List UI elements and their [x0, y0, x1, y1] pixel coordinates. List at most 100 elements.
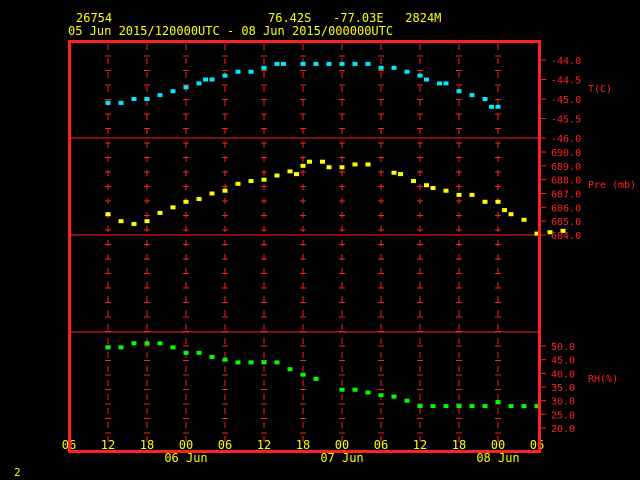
rh-point — [157, 341, 163, 346]
pressure-point — [521, 217, 527, 222]
temperature-point — [495, 104, 501, 109]
temperature-point — [482, 97, 488, 101]
x-tick-label: 06 — [374, 438, 388, 452]
rh-point — [144, 341, 150, 346]
y-tick-label: 689.0 — [551, 162, 581, 173]
pressure-point — [274, 173, 280, 178]
y-tick-label: 30.0 — [551, 397, 575, 408]
rh-point — [534, 404, 540, 409]
pressure-point — [287, 169, 293, 174]
y-tick-label: -45.5 — [551, 115, 581, 126]
temperature-point — [443, 81, 449, 86]
temperature-point — [391, 65, 397, 70]
station-id: 26754 — [76, 11, 112, 25]
pressure-point — [456, 192, 462, 197]
rh-point — [300, 372, 306, 377]
plot-frame — [68, 40, 541, 453]
temperature-point — [424, 77, 429, 82]
rh-point — [404, 398, 410, 403]
x-day-label: 06 Jun — [164, 451, 207, 465]
rh-point — [105, 345, 111, 350]
pressure-point — [144, 219, 150, 224]
pressure-point — [365, 162, 371, 167]
rh-point — [495, 400, 501, 405]
temperature-point — [437, 81, 442, 86]
grid-layer — [69, 44, 546, 450]
temperature-point — [170, 89, 176, 94]
pressure-point — [326, 165, 332, 170]
rh-point — [352, 387, 358, 392]
temperature-point — [196, 81, 202, 86]
temperature-point — [118, 100, 124, 105]
pressure-point — [547, 230, 553, 235]
rh-point — [521, 404, 527, 409]
temperature-point — [378, 65, 384, 70]
time-period: 05 Jun 2015/120000UTC - 08 Jun 2015/0000… — [68, 24, 393, 38]
rh-point — [378, 393, 384, 398]
rh-point — [456, 404, 462, 409]
y-tick-label: 690.0 — [551, 148, 581, 159]
pressure-point — [131, 221, 137, 226]
y-tick-label: 684.0 — [551, 231, 581, 242]
pressure-point — [339, 165, 345, 170]
temperature-point — [157, 93, 163, 98]
pressure-point — [196, 197, 202, 202]
rh-point — [222, 357, 228, 362]
x-tick-label: 00 — [335, 438, 349, 452]
temperature-point — [339, 61, 345, 66]
pressure-point — [261, 177, 267, 182]
x-tick-label: 06 — [218, 438, 232, 452]
rh-point — [183, 350, 189, 355]
temperature-point — [274, 61, 280, 66]
y-tick-label: 688.0 — [551, 176, 581, 187]
pressure-point — [560, 228, 566, 233]
rh-point — [118, 345, 124, 350]
y-tick-label: 45.0 — [551, 356, 575, 367]
y-tick-label: 685.0 — [551, 217, 581, 228]
y-tick-label: 40.0 — [551, 369, 575, 380]
pressure-point — [320, 159, 325, 164]
y-tick-label: 50.0 — [551, 342, 575, 353]
rh-point — [170, 345, 176, 350]
rh-point — [248, 360, 254, 365]
rh-point — [443, 404, 449, 409]
pressure-point — [424, 183, 429, 188]
rh-point — [274, 360, 280, 365]
pressure-point — [482, 199, 488, 204]
temperature-point — [144, 97, 150, 101]
pressure-point — [352, 162, 358, 167]
temperature-point — [222, 73, 228, 78]
y-tick-label: 20.0 — [551, 424, 575, 435]
rh-point — [430, 404, 436, 409]
pressure-point — [495, 199, 501, 204]
pressure-point — [209, 191, 215, 196]
y-tick-label: 35.0 — [551, 383, 575, 394]
temperature-point — [326, 61, 332, 66]
pressure-point — [157, 210, 163, 215]
temperature-point — [469, 93, 475, 98]
pressure-point — [508, 212, 514, 217]
rh-point — [339, 387, 345, 392]
temperature-point — [313, 61, 319, 66]
pressure-point — [469, 192, 475, 197]
temperature-point — [261, 65, 267, 70]
pressure-point — [300, 163, 306, 168]
rh-point — [469, 404, 475, 409]
pressure-point — [391, 170, 397, 175]
pressure-point — [235, 181, 241, 186]
rh-axis-label: RH(%) — [588, 374, 618, 385]
temperature-point — [489, 104, 494, 109]
rh-point — [313, 376, 319, 381]
pressure-axis-label: Pre (mb) — [588, 180, 636, 191]
temperature-point — [105, 100, 111, 105]
pressure-point — [443, 188, 449, 193]
x-tick-label: 12 — [413, 438, 427, 452]
pressure-point — [170, 205, 176, 210]
temperature-point — [248, 69, 254, 74]
rh-point — [508, 404, 514, 409]
temperature-axis-label: T(C) — [588, 84, 612, 95]
rh-point — [261, 360, 267, 365]
temperature-point — [131, 97, 137, 101]
x-tick-label: 18 — [296, 438, 310, 452]
